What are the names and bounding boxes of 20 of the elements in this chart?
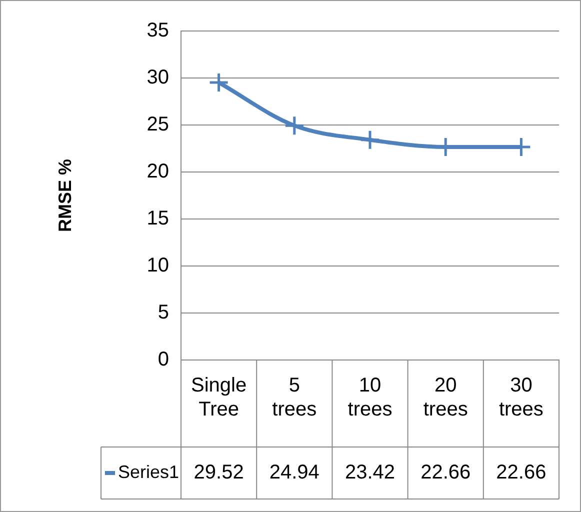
data-label: 23.42 — [344, 462, 396, 484]
y-tick-label: 5 — [158, 302, 169, 324]
x-tick-label: 10 trees — [348, 374, 392, 421]
x-tick-label: 30 trees — [498, 374, 544, 421]
x-tick-label: Single Tree — [190, 374, 247, 421]
y-tick-label: 35 — [146, 20, 169, 42]
y-tick-label: 30 — [146, 66, 169, 89]
data-label: 24.94 — [269, 462, 320, 484]
y-tick-label: 20 — [146, 160, 169, 183]
y-tick-label: 10 — [146, 254, 169, 277]
data-label: 29.52 — [194, 462, 244, 484]
legend-label: Series1 — [118, 462, 180, 482]
data-label: 22.66 — [496, 462, 546, 484]
data-label: 22.66 — [420, 462, 471, 484]
x-tick-label: 5 trees — [272, 374, 317, 421]
y-axis-title: RMSE % — [54, 158, 75, 232]
y-tick-label: 0 — [158, 348, 169, 371]
y-tick-label: 15 — [146, 208, 169, 230]
x-tick-label: 20 trees — [423, 374, 468, 421]
y-tick-label: 25 — [146, 114, 169, 136]
